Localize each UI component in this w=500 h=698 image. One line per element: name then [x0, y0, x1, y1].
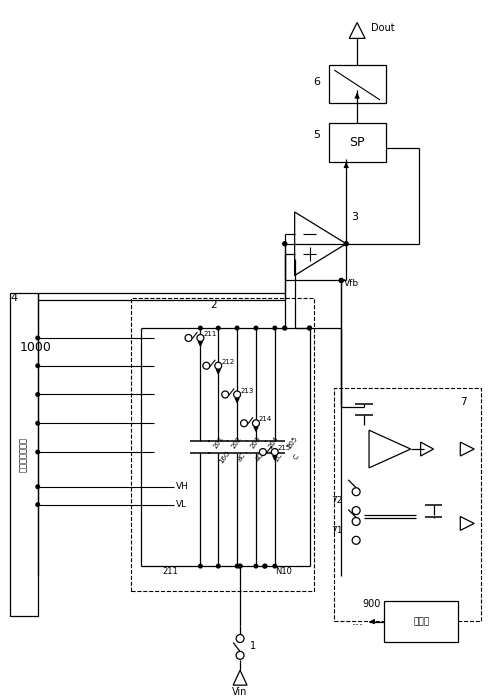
Circle shape	[222, 391, 228, 398]
Circle shape	[198, 326, 202, 330]
Text: 212: 212	[221, 359, 234, 365]
Text: 214: 214	[259, 416, 272, 422]
Text: C: C	[292, 453, 300, 461]
Circle shape	[36, 393, 40, 396]
Text: 205: 205	[286, 435, 299, 450]
Text: VH: VH	[176, 482, 188, 491]
Text: 4C: 4C	[255, 452, 265, 463]
Circle shape	[36, 422, 40, 425]
Circle shape	[216, 326, 220, 330]
Text: Dout: Dout	[371, 24, 394, 34]
Circle shape	[272, 449, 278, 456]
Circle shape	[36, 336, 40, 340]
Text: 7: 7	[460, 397, 467, 408]
Circle shape	[263, 564, 267, 568]
Bar	[330, 123, 386, 163]
Bar	[131, 298, 314, 591]
Text: 2: 2	[210, 300, 217, 310]
Circle shape	[197, 334, 204, 341]
Text: 1: 1	[250, 641, 256, 651]
Circle shape	[340, 279, 343, 283]
Bar	[330, 65, 386, 103]
Circle shape	[282, 242, 286, 246]
Text: 204: 204	[268, 435, 280, 450]
Text: N10: N10	[275, 567, 291, 576]
Text: Vin: Vin	[232, 687, 248, 697]
Text: 203: 203	[249, 435, 262, 450]
Circle shape	[352, 507, 360, 514]
Text: 2C: 2C	[274, 452, 284, 463]
Text: ...: ...	[352, 615, 364, 628]
Text: 逐次比较控制部: 逐次比较控制部	[20, 436, 28, 472]
Circle shape	[240, 419, 248, 426]
Circle shape	[282, 326, 286, 330]
Circle shape	[344, 242, 348, 246]
Circle shape	[215, 362, 222, 369]
Circle shape	[254, 326, 258, 330]
Circle shape	[236, 564, 239, 568]
Circle shape	[216, 564, 220, 568]
Text: 控制部: 控制部	[414, 617, 430, 626]
Circle shape	[36, 364, 40, 368]
Circle shape	[36, 485, 40, 489]
Circle shape	[185, 334, 192, 341]
Circle shape	[352, 536, 360, 544]
Text: Vfb: Vfb	[344, 279, 360, 288]
Circle shape	[273, 564, 276, 568]
Text: 201: 201	[212, 435, 225, 450]
Bar	[384, 601, 458, 642]
Bar	[334, 387, 481, 621]
Circle shape	[252, 419, 260, 426]
Text: SP: SP	[350, 136, 365, 149]
Circle shape	[234, 391, 240, 398]
Text: 16C: 16C	[218, 450, 231, 464]
Text: 5: 5	[313, 130, 320, 140]
Text: 211: 211	[204, 331, 217, 337]
Circle shape	[238, 564, 242, 568]
Circle shape	[203, 362, 210, 369]
Circle shape	[260, 449, 266, 456]
Circle shape	[352, 517, 360, 526]
Bar	[10, 293, 38, 616]
Text: 215: 215	[278, 445, 291, 451]
Text: 211: 211	[162, 567, 178, 576]
Circle shape	[308, 326, 312, 330]
Circle shape	[198, 564, 202, 568]
Circle shape	[236, 326, 239, 330]
Text: 8C: 8C	[236, 452, 246, 463]
Text: 1000: 1000	[20, 341, 52, 355]
Text: 72: 72	[331, 496, 342, 505]
Circle shape	[340, 279, 343, 282]
Text: 900: 900	[362, 599, 381, 609]
Text: 6: 6	[313, 77, 320, 87]
Circle shape	[36, 450, 40, 454]
Circle shape	[254, 564, 258, 568]
Circle shape	[273, 326, 276, 330]
Text: VL: VL	[176, 500, 186, 509]
Text: 213: 213	[240, 387, 254, 394]
Text: 4: 4	[10, 293, 17, 303]
Circle shape	[352, 488, 360, 496]
Circle shape	[36, 503, 40, 506]
Text: 202: 202	[230, 435, 242, 450]
Text: 71: 71	[331, 526, 342, 535]
Circle shape	[236, 634, 244, 642]
Text: 3: 3	[351, 212, 358, 222]
Circle shape	[236, 651, 244, 660]
